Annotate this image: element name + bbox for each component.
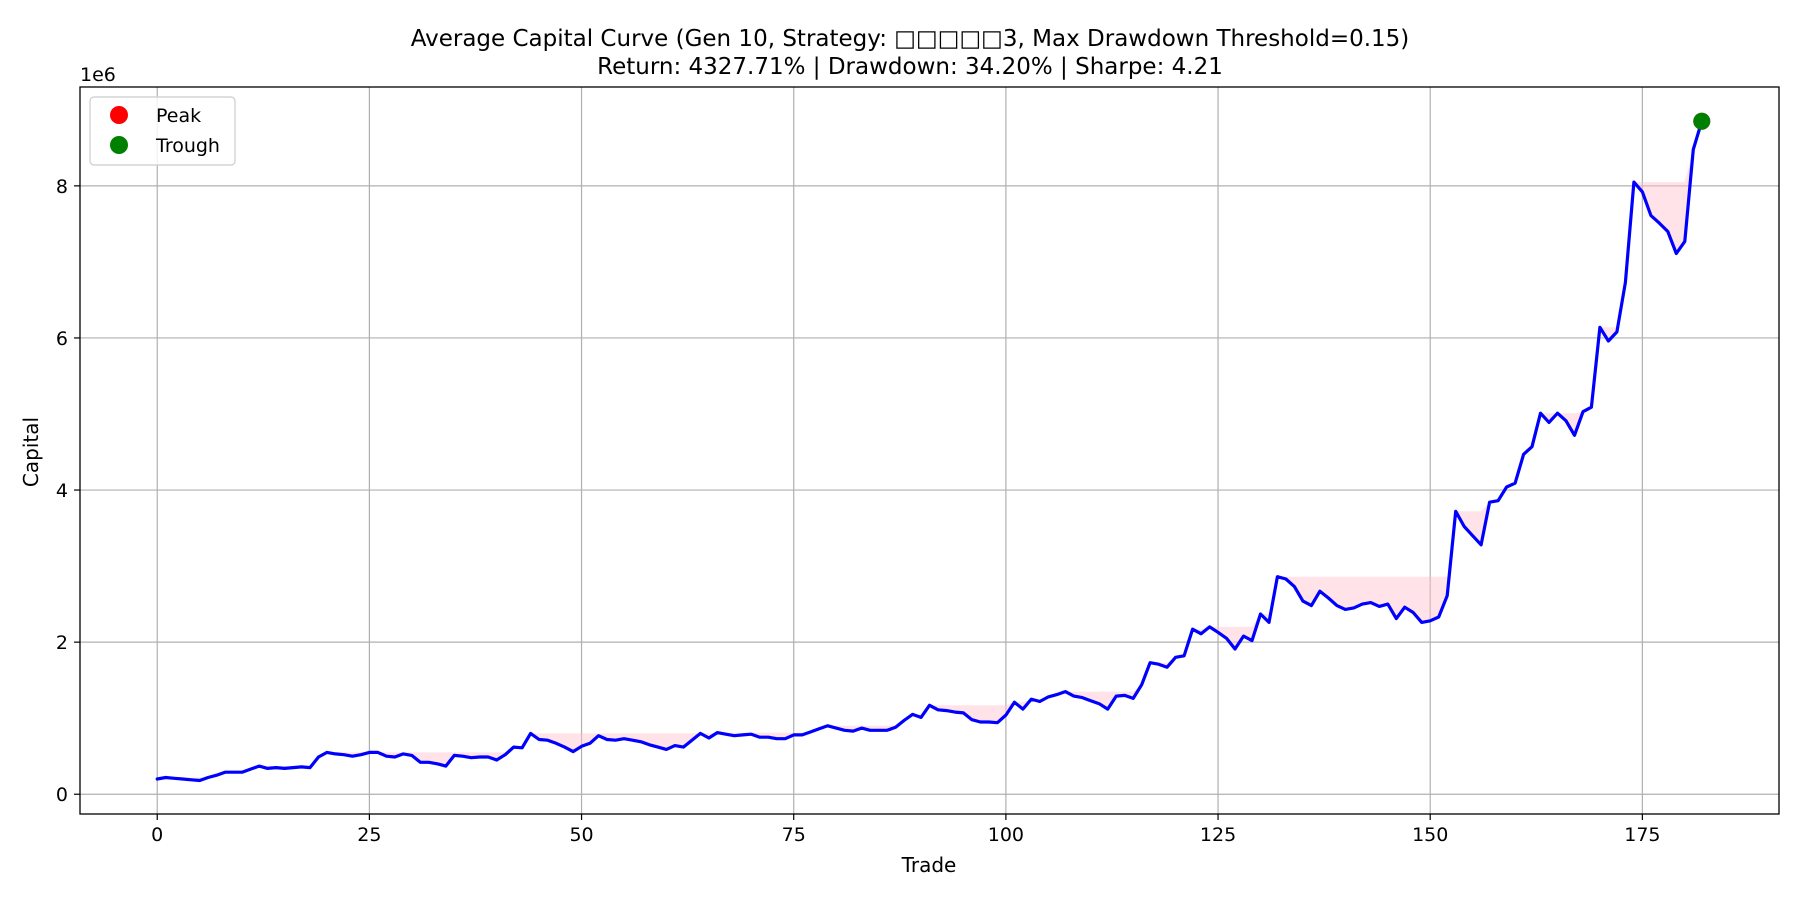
drawdown-area — [157, 121, 1702, 781]
legend-peak-label: Peak — [156, 105, 201, 127]
capital-series — [155, 119, 1704, 783]
legend-peak-marker — [110, 106, 128, 124]
legend-trough-label: Trough — [155, 135, 220, 157]
x-tick-label: 150 — [1412, 824, 1448, 846]
y-tick-label: 6 — [56, 328, 68, 350]
drawdown-fill — [157, 121, 1702, 781]
x-tick-label: 50 — [569, 824, 593, 846]
y-tick-label: 2 — [56, 632, 68, 654]
legend: Peak Trough — [89, 96, 236, 166]
y-axis-label: Capital — [19, 417, 43, 487]
y-tick-label: 4 — [56, 480, 68, 502]
x-tick-label: 100 — [988, 824, 1024, 846]
y-tick-label: 8 — [56, 176, 68, 198]
grid — [80, 87, 1779, 814]
capital-line — [155, 119, 1704, 783]
axis-ticks: 0 25 50 75 100 125 150 175 0 2 4 6 8 — [56, 176, 1661, 846]
chart-subtitle: Return: 4327.71% | Drawdown: 34.20% | Sh… — [597, 54, 1223, 80]
legend-trough-marker — [110, 136, 128, 154]
x-tick-label: 0 — [151, 824, 163, 846]
x-axis-label: Trade — [901, 853, 957, 877]
plot-frame — [79, 86, 1780, 815]
trough-marker — [1693, 112, 1711, 130]
x-tick-label: 25 — [357, 824, 381, 846]
markers — [1693, 112, 1711, 130]
x-tick-label: 125 — [1200, 824, 1236, 846]
x-tick-label: 75 — [782, 824, 806, 846]
y-tick-label: 0 — [56, 784, 68, 806]
x-tick-label: 175 — [1624, 824, 1660, 846]
chart-title: Average Capital Curve (Gen 10, Strategy:… — [411, 26, 1410, 52]
y-offset-label: 1e6 — [80, 64, 116, 86]
